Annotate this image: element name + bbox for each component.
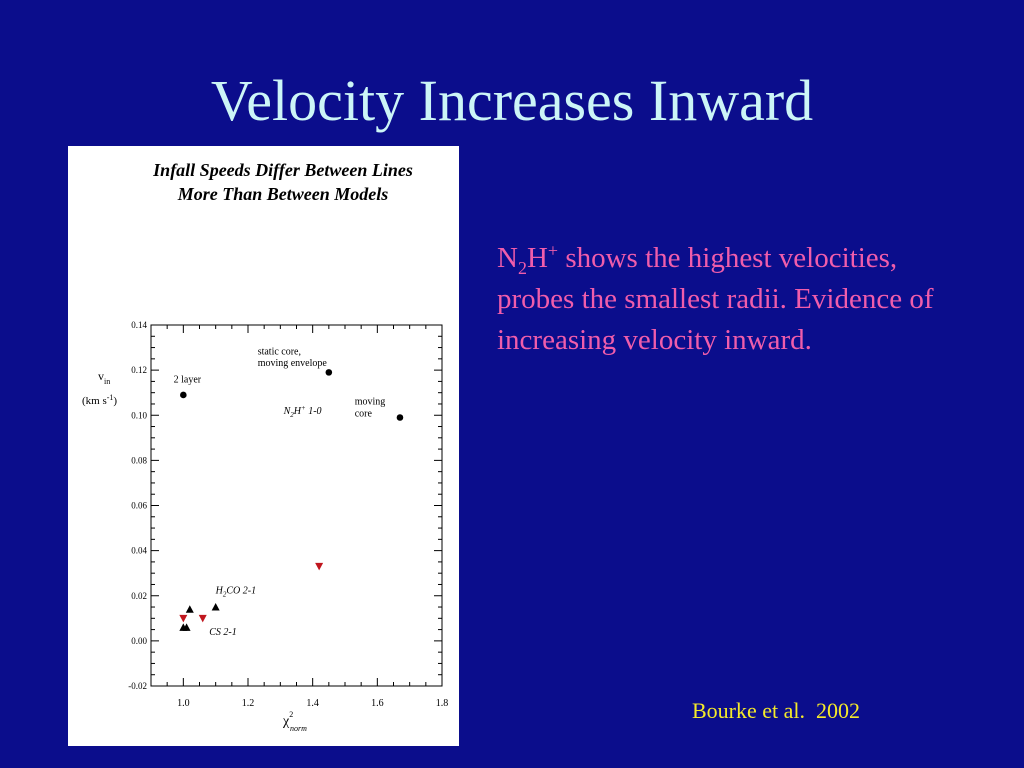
data-point-triangle-up xyxy=(211,603,220,611)
annotation-part: CS 2-1 xyxy=(209,627,237,638)
y-axis-label-symbol: v xyxy=(98,369,104,383)
infall-speed-chart: Infall Speeds Differ Between Lines More … xyxy=(82,160,448,733)
species-name: N xyxy=(497,242,518,274)
annotation-part: H xyxy=(293,406,302,417)
species-superscript: + xyxy=(547,240,559,261)
data-points xyxy=(179,369,404,631)
annotation-subscript: 2 xyxy=(223,590,227,598)
data-point-circle xyxy=(325,369,333,376)
data-point-triangle-down xyxy=(198,614,207,623)
y-tick-label: 0.12 xyxy=(131,365,147,375)
chart-title: Infall Speeds Differ Between Lines xyxy=(152,160,413,180)
data-point-circle xyxy=(396,414,404,421)
slide-title: Velocity Increases Inward xyxy=(210,68,814,133)
annotation-text: core xyxy=(355,408,373,419)
annotation-subscript: 2 xyxy=(290,411,294,419)
annotation-text: moving envelope xyxy=(258,358,328,369)
body-text: N2H+ shows the highest velocities, probe… xyxy=(497,238,937,361)
annotation-part: CO 2-1 xyxy=(226,585,256,596)
y-tick-label: 0.00 xyxy=(131,636,147,646)
y-tick-label: 0.06 xyxy=(131,501,147,511)
annotation-part: N xyxy=(283,406,292,417)
species-name-mid: H xyxy=(526,242,548,274)
y-axis-label: vin (km s-1) xyxy=(82,369,117,407)
annotation-part: static core, xyxy=(258,346,301,357)
data-point-triangle-up xyxy=(182,623,191,631)
x-tick-label: 1.4 xyxy=(306,698,319,709)
tick-labels: 1.0 1.2 1.4 1.6 1.8 -0.02 0.00 0.02 0.04 0.06 0.08… xyxy=(128,320,448,709)
x-tick-label: 1.2 xyxy=(242,698,255,709)
chart-annotations: 2 layer static core,moving envelope moving… xyxy=(174,346,386,638)
annotation-text: H2CO 2-1 xyxy=(215,585,256,598)
data-point-triangle-up xyxy=(185,605,194,613)
x-tick-label: 1.0 xyxy=(177,698,190,709)
annotation-part: core xyxy=(355,408,373,419)
x-axis-label-sub: norm xyxy=(290,724,307,733)
x-tick-label: 1.6 xyxy=(371,698,384,709)
y-axis-label-sub: in xyxy=(104,377,110,386)
data-point-triangle-down xyxy=(315,562,324,571)
y-axis-unit-sup: -1 xyxy=(107,393,114,402)
annotation-part: H xyxy=(215,585,224,596)
y-tick-label: 0.14 xyxy=(131,320,147,330)
svg-text:(km s-1): (km s-1) xyxy=(82,393,117,407)
annotation-text: 2 layer xyxy=(174,375,202,386)
annotation-part: moving xyxy=(355,397,386,408)
axis-ticks xyxy=(150,324,443,687)
svg-text:χ2: χ2 xyxy=(282,710,293,729)
figure-panel: Infall Speeds Differ Between Lines More … xyxy=(68,146,459,746)
annotation-part: 1-0 xyxy=(306,406,322,417)
svg-text:vin: vin xyxy=(98,369,110,386)
y-tick-label: 0.02 xyxy=(131,591,147,601)
annotation-superscript: + xyxy=(301,404,306,412)
data-point-triangle-down xyxy=(179,614,188,623)
citation: Bourke et al. 2002 xyxy=(692,698,861,723)
y-axis-unit-end: ) xyxy=(113,395,117,407)
x-axis-label-sup: 2 xyxy=(289,710,293,719)
y-tick-label: 0.10 xyxy=(131,410,147,420)
annotation-part: 2 layer xyxy=(174,375,202,386)
y-axis-unit: (km s xyxy=(82,395,107,407)
x-axis-label: χ2 norm xyxy=(282,710,307,733)
x-tick-label: 1.8 xyxy=(436,698,449,709)
y-tick-label: 0.08 xyxy=(131,455,147,465)
y-tick-label: 0.04 xyxy=(131,546,147,556)
species-subscript: 2 xyxy=(517,257,527,278)
annotation-text: N2H+ 1-0 xyxy=(283,404,322,419)
data-point-circle xyxy=(180,391,187,399)
annotation-text: CS 2-1 xyxy=(209,627,237,638)
annotation-text: static core, xyxy=(258,346,301,357)
chart-subtitle: More Than Between Models xyxy=(177,184,389,204)
annotation-text: moving xyxy=(355,397,386,408)
body-text-content: shows the highest velocities, probes the… xyxy=(497,242,934,356)
x-axis-label-symbol: χ xyxy=(282,714,290,729)
annotation-part: moving envelope xyxy=(258,358,328,369)
y-tick-label: -0.02 xyxy=(128,681,147,691)
